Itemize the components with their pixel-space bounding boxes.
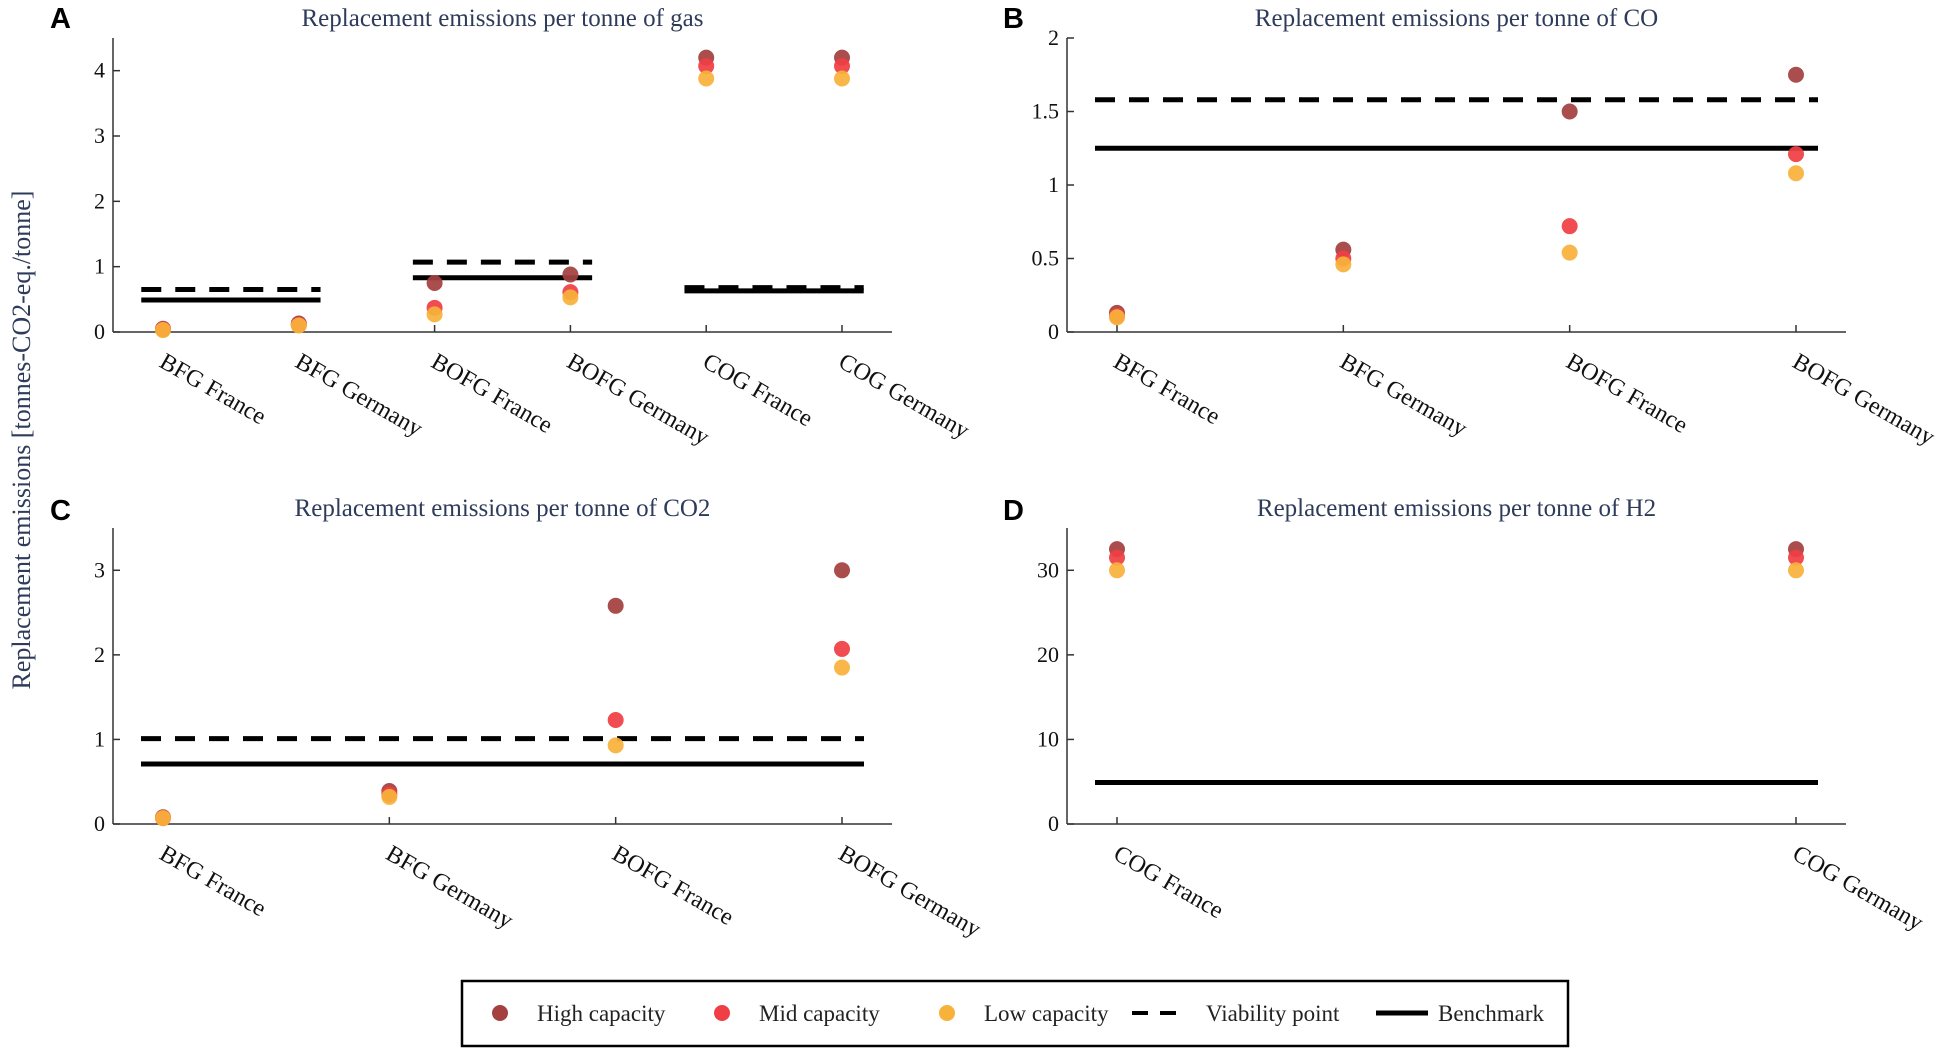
- x-tick-label: BFG Germany: [1335, 349, 1471, 443]
- x-tick-label: BOFG Germany: [1788, 349, 1939, 451]
- x-tick-label: COG Germany: [834, 349, 973, 445]
- y-tick-label: 2: [94, 188, 105, 213]
- point-low-capacity: [426, 306, 443, 323]
- y-tick-label: 1: [94, 726, 105, 751]
- legend-marker: [939, 1005, 955, 1021]
- y-tick-label: 0: [94, 319, 105, 344]
- point-low-capacity: [290, 317, 307, 334]
- y-tick-label: 4: [94, 58, 105, 83]
- panel-letter: B: [1003, 3, 1024, 35]
- point-high-capacity: [426, 275, 443, 291]
- y-tick-label: 1: [94, 254, 105, 279]
- y-tick-label: 0: [94, 811, 105, 836]
- point-low-capacity: [834, 70, 850, 87]
- point-mid-capacity: [1109, 549, 1125, 566]
- legend-label: Mid capacity: [759, 1001, 880, 1026]
- point-mid-capacity: [1788, 146, 1804, 163]
- x-tick-label: BFG France: [155, 349, 270, 431]
- x-tick-label: BFG France: [1109, 349, 1224, 431]
- legend-item-mid: Mid capacity: [714, 1001, 880, 1026]
- point-mid-capacity: [834, 58, 850, 75]
- point-low-capacity: [834, 659, 850, 676]
- point-low-capacity: [1335, 256, 1352, 273]
- y-tick-label: 1.5: [1032, 99, 1060, 124]
- x-tick-label: BFG Germany: [381, 841, 517, 935]
- legend-items: High capacity Mid capacity Low capacity Via…: [492, 1001, 1545, 1026]
- legend-label: Viability point: [1206, 1001, 1340, 1026]
- legend-label: Benchmark: [1438, 1001, 1545, 1026]
- x-tick-label: BFG France: [155, 841, 270, 923]
- point-high-capacity: [607, 597, 624, 614]
- y-tick-label: 1: [1048, 172, 1059, 197]
- x-tick-label: COG France: [1109, 841, 1228, 925]
- chart-title: Replacement emissions per tonne of CO2: [295, 495, 711, 522]
- point-high-capacity: [1561, 103, 1578, 120]
- panel-d: D Replacement emissions per tonne of H2 0 1…: [1003, 495, 1927, 936]
- y-tick-label: 0: [1048, 811, 1059, 836]
- point-low-capacity: [1788, 562, 1804, 579]
- point-low-capacity: [155, 810, 171, 827]
- x-tick-label: COG Germany: [1788, 841, 1927, 937]
- legend-item-viability: Viability point: [1132, 1001, 1340, 1026]
- legend-marker: [714, 1005, 730, 1021]
- y-tick-label: 0.5: [1032, 246, 1060, 271]
- point-low-capacity: [1109, 309, 1125, 326]
- legend-item-benchmark: Benchmark: [1376, 1001, 1545, 1026]
- point-low-capacity: [562, 289, 579, 306]
- panel-b: B Replacement emissions per tonne of CO 0 0…: [1003, 3, 1939, 451]
- point-low-capacity: [607, 737, 624, 754]
- point-low-capacity: [1561, 244, 1578, 261]
- point-mid-capacity: [607, 711, 624, 728]
- chart-title: Replacement emissions per tonne of gas: [302, 5, 704, 32]
- legend-marker: [492, 1005, 508, 1021]
- point-low-capacity: [381, 788, 398, 805]
- point-mid-capacity: [1561, 218, 1578, 235]
- legend-item-low: Low capacity: [939, 1001, 1109, 1026]
- chart-title: Replacement emissions per tonne of CO: [1255, 5, 1658, 32]
- x-tick-label: BOFG France: [1562, 349, 1692, 439]
- point-mid-capacity: [834, 640, 850, 657]
- y-tick-label: 2: [94, 642, 105, 667]
- point-low-capacity: [155, 322, 171, 339]
- legend: High capacity Mid capacity Low capacity Via…: [460, 979, 1570, 1048]
- point-high-capacity: [562, 266, 579, 283]
- panels: A Replacement emissions per tonne of gas 0…: [50, 3, 1939, 943]
- panel-letter: A: [50, 3, 71, 35]
- legend-item-high: High capacity: [492, 1001, 666, 1026]
- x-tick-label: BOFG France: [608, 841, 738, 931]
- panel-letter: C: [50, 495, 71, 527]
- panel-c: C Replacement emissions per tonne of CO2 0…: [50, 495, 985, 943]
- point-low-capacity: [698, 70, 715, 87]
- point-mid-capacity: [1788, 549, 1804, 566]
- chart-title: Replacement emissions per tonne of H2: [1257, 495, 1656, 522]
- x-tick-label: BOFG Germany: [834, 841, 985, 943]
- y-tick-label: 10: [1037, 726, 1059, 751]
- point-low-capacity: [1788, 165, 1804, 182]
- y-tick-label: 30: [1037, 557, 1059, 582]
- y-tick-label: 3: [94, 557, 105, 582]
- point-low-capacity: [1109, 562, 1125, 579]
- y-tick-label: 2: [1048, 25, 1059, 50]
- point-mid-capacity: [698, 58, 715, 75]
- panel-a: A Replacement emissions per tonne of gas 0…: [50, 3, 973, 451]
- legend-label: Low capacity: [984, 1001, 1109, 1026]
- x-tick-label: BOFG France: [427, 349, 557, 439]
- y-tick-label: 20: [1037, 642, 1059, 667]
- x-tick-label: BFG Germany: [291, 349, 427, 443]
- point-high-capacity: [834, 562, 850, 579]
- x-tick-label: COG France: [698, 349, 817, 433]
- legend-label: High capacity: [537, 1001, 666, 1026]
- y-tick-label: 0: [1048, 319, 1059, 344]
- y-tick-label: 3: [94, 123, 105, 148]
- point-high-capacity: [1788, 66, 1804, 83]
- y-axis-label: Replacement emissions [tonnes-CO2-eq./to…: [7, 191, 36, 690]
- x-tick-label: BOFG Germany: [562, 349, 713, 451]
- panel-letter: D: [1003, 495, 1024, 527]
